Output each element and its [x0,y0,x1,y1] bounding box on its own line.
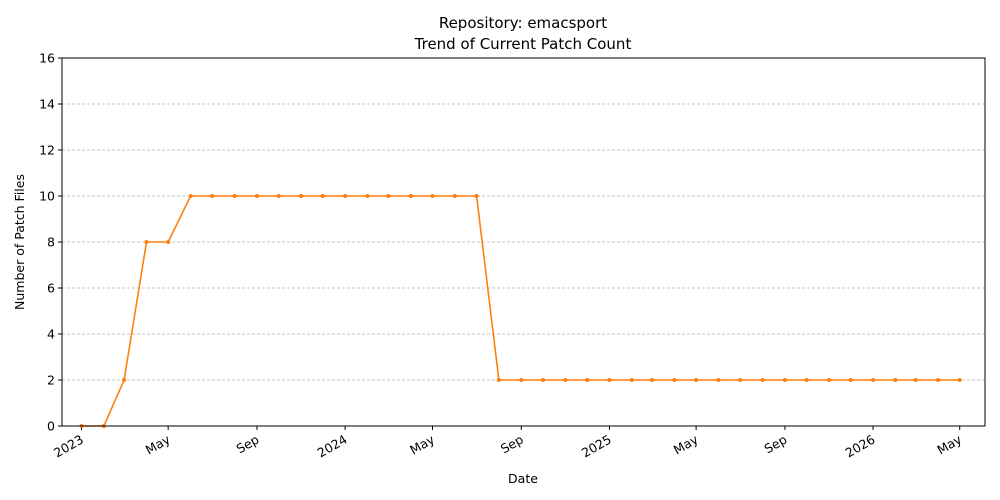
data-point [936,378,941,382]
y-tick-label: 2 [47,373,55,388]
y-tick-label: 4 [47,327,55,342]
data-point [871,378,876,382]
data-point [629,378,634,382]
y-tick-label: 8 [47,235,55,250]
y-axis-label: Number of Patch Files [12,174,27,310]
data-point [716,378,721,382]
data-point [607,378,612,382]
x-tick-label: Sep [234,432,262,457]
y-tick-label: 10 [39,189,55,204]
data-point [519,378,524,382]
data-point [188,194,193,198]
x-tick-label: May [671,431,701,457]
data-point [320,194,325,198]
data-point [122,378,127,382]
data-point [430,194,435,198]
data-point [452,194,457,198]
data-point [827,378,831,382]
data-point [585,378,590,382]
series-line [81,195,960,427]
y-tick-label: 14 [39,97,55,112]
x-tick-label: 2024 [315,432,350,461]
data-point [913,378,918,382]
data-point [650,378,655,382]
data-point [255,194,259,198]
x-tick-label: 2026 [843,432,878,461]
data-point [541,378,545,382]
x-tick-label: May [143,431,173,457]
x-tick-label: May [407,431,437,457]
data-point [957,378,962,382]
data-point [474,194,479,198]
y-tick-label: 12 [39,143,55,158]
series [79,194,962,428]
data-point [144,240,149,244]
data-point [276,194,281,198]
x-axis-label: Date [508,471,538,486]
data-point [408,194,413,198]
data-point [496,378,501,382]
data-point [782,378,787,382]
data-point [343,194,348,198]
chart-subtitle: Trend of Current Patch Count [414,35,632,53]
data-point [299,194,304,198]
y-tick-label: 6 [47,281,55,296]
x-axis: 2023 May Sep 2024 May Sep 2025 May Sep 2026 May [51,426,965,461]
y-tick-label: 16 [39,51,55,66]
x-tick-label: 2023 [51,432,86,461]
grid [62,103,985,381]
data-point [210,194,215,198]
data-point [694,378,699,382]
data-point [893,378,898,382]
x-tick-label: Sep [762,432,790,457]
data-point [760,378,765,382]
x-tick-label: 2025 [579,432,614,461]
plot-frame [61,57,986,427]
data-point [848,378,853,382]
x-tick-label: May [934,431,964,457]
y-axis: 0 2 4 6 8 10 12 14 16 [39,51,62,434]
data-point [738,378,743,382]
chart-title: Repository: emacsport [439,14,607,32]
y-tick-label: 0 [47,419,55,434]
data-point [386,194,391,198]
data-point [563,378,568,382]
x-tick-label: Sep [498,432,526,457]
data-point [804,378,809,382]
data-point [365,194,370,198]
data-point [166,240,171,244]
data-point [232,194,237,198]
data-point [672,378,677,382]
